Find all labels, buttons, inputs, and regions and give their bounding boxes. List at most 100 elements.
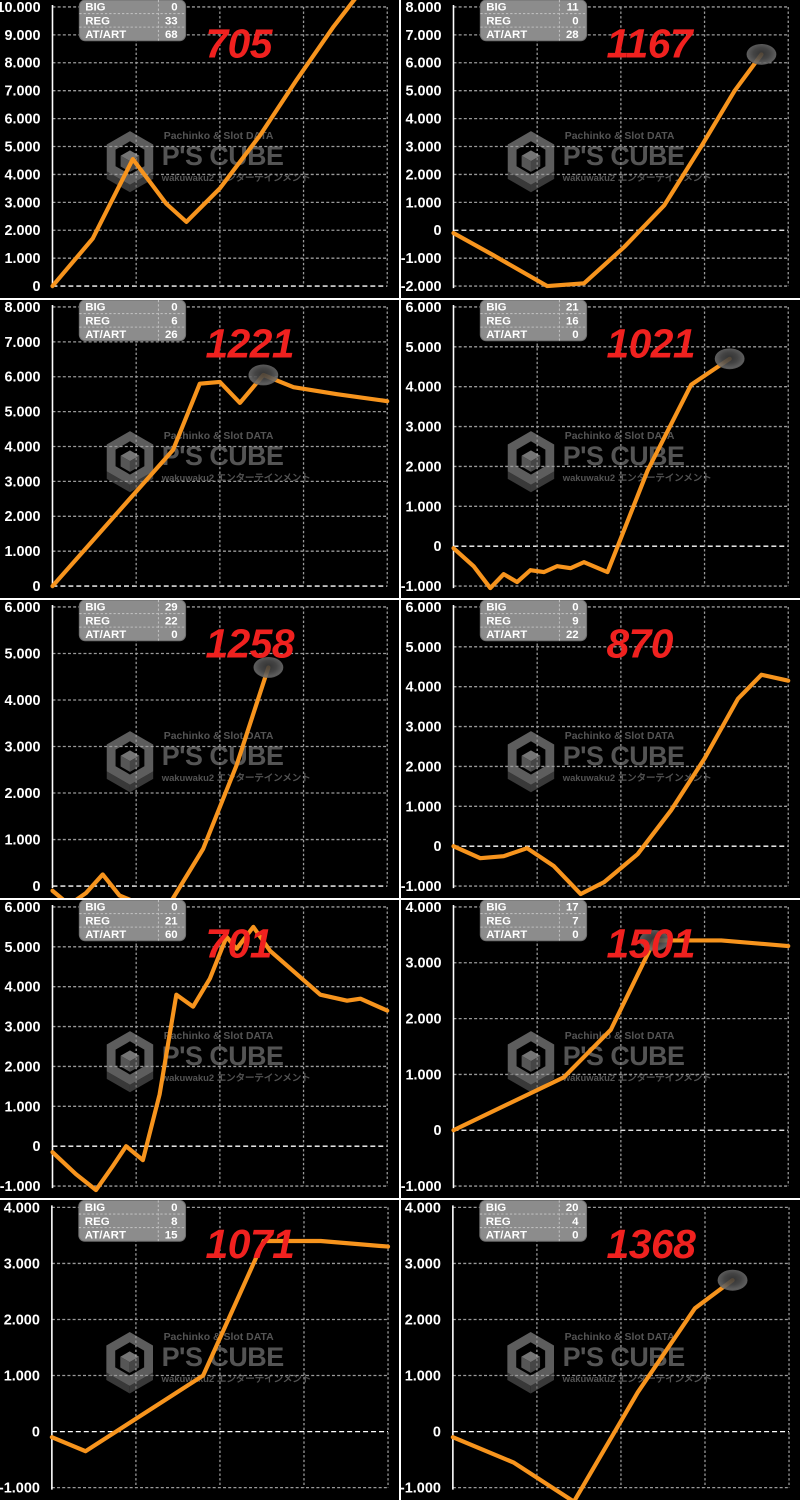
- svg-text:2.000: 2.000: [5, 1059, 41, 1075]
- svg-text:5.000: 5.000: [5, 940, 41, 956]
- svg-text:6.000: 6.000: [406, 56, 442, 72]
- svg-text:0: 0: [433, 1425, 441, 1441]
- svg-text:1.000: 1.000: [4, 1369, 40, 1385]
- svg-text:8: 8: [171, 1216, 178, 1228]
- svg-text:AT/ART: AT/ART: [85, 629, 126, 641]
- svg-text:6.000: 6.000: [5, 112, 41, 128]
- svg-text:29: 29: [165, 602, 178, 614]
- svg-text:2.000: 2.000: [406, 759, 442, 775]
- svg-text:BIG: BIG: [85, 1202, 105, 1214]
- svg-text:BIG: BIG: [486, 1202, 506, 1214]
- svg-text:7.000: 7.000: [5, 335, 41, 351]
- svg-text:REG: REG: [486, 15, 511, 27]
- svg-text:REG: REG: [486, 1216, 511, 1228]
- svg-text:4.000: 4.000: [406, 380, 442, 396]
- svg-text:P'S CUBE: P'S CUBE: [563, 1342, 685, 1372]
- svg-text:3.000: 3.000: [5, 195, 41, 211]
- svg-text:-1.000: -1.000: [401, 251, 442, 267]
- svg-text:BIG: BIG: [85, 302, 105, 314]
- svg-text:4.000: 4.000: [405, 1200, 441, 1216]
- svg-text:17: 17: [566, 902, 579, 914]
- svg-text:REG: REG: [85, 315, 110, 327]
- svg-text:AT/ART: AT/ART: [486, 329, 527, 341]
- svg-text:2.000: 2.000: [405, 1312, 441, 1328]
- svg-text:6: 6: [171, 315, 177, 327]
- svg-text:-1.000: -1.000: [401, 1481, 441, 1497]
- svg-text:0: 0: [33, 279, 41, 295]
- svg-text:0: 0: [572, 602, 578, 614]
- svg-text:AT/ART: AT/ART: [85, 929, 126, 941]
- svg-text:8.000: 8.000: [5, 300, 41, 316]
- svg-text:1.000: 1.000: [5, 833, 41, 849]
- svg-text:0: 0: [171, 629, 177, 641]
- svg-text:1.000: 1.000: [406, 799, 442, 815]
- svg-text:AT/ART: AT/ART: [486, 29, 527, 41]
- svg-text:1.000: 1.000: [406, 195, 442, 211]
- svg-text:wakuwaku2 エンターテインメント: wakuwaku2 エンターテインメント: [562, 1072, 712, 1083]
- svg-text:1501: 1501: [606, 921, 695, 967]
- svg-text:3.000: 3.000: [405, 1256, 441, 1272]
- svg-text:-1.000: -1.000: [401, 1179, 442, 1195]
- svg-text:0: 0: [32, 1425, 40, 1441]
- svg-text:2.000: 2.000: [5, 786, 41, 802]
- svg-text:0: 0: [572, 929, 578, 941]
- svg-text:0: 0: [171, 302, 177, 314]
- svg-text:68: 68: [165, 29, 178, 41]
- svg-text:11: 11: [567, 2, 580, 14]
- svg-text:REG: REG: [85, 1216, 110, 1228]
- svg-text:4.000: 4.000: [406, 900, 442, 916]
- svg-text:4.000: 4.000: [5, 167, 41, 183]
- svg-text:6.000: 6.000: [5, 600, 41, 616]
- svg-text:P'S CUBE: P'S CUBE: [563, 741, 685, 771]
- svg-text:0: 0: [171, 1202, 177, 1214]
- svg-text:4.000: 4.000: [5, 439, 41, 455]
- svg-text:1221: 1221: [205, 321, 294, 367]
- svg-text:REG: REG: [85, 615, 110, 627]
- svg-text:701: 701: [205, 921, 271, 967]
- svg-text:BIG: BIG: [85, 602, 105, 614]
- svg-text:705: 705: [205, 21, 273, 67]
- svg-text:AT/ART: AT/ART: [486, 1229, 527, 1241]
- svg-text:15: 15: [165, 1229, 178, 1241]
- svg-text:1.000: 1.000: [405, 1369, 441, 1385]
- svg-text:P'S CUBE: P'S CUBE: [162, 141, 284, 171]
- svg-text:7.000: 7.000: [5, 84, 41, 100]
- svg-text:REG: REG: [486, 915, 511, 927]
- svg-text:2.000: 2.000: [5, 223, 41, 239]
- svg-text:1.000: 1.000: [406, 1067, 442, 1083]
- svg-text:0: 0: [33, 1139, 41, 1155]
- svg-text:3.000: 3.000: [5, 1020, 41, 1036]
- svg-text:wakuwaku2 エンターテインメント: wakuwaku2 エンターテインメント: [161, 1072, 311, 1083]
- svg-text:3.000: 3.000: [4, 1256, 40, 1272]
- svg-text:P'S CUBE: P'S CUBE: [162, 1041, 284, 1071]
- svg-text:5.000: 5.000: [406, 340, 442, 356]
- svg-text:22: 22: [165, 615, 178, 627]
- svg-text:21: 21: [566, 302, 579, 314]
- svg-text:-1.000: -1.000: [0, 1179, 41, 1195]
- svg-text:6.000: 6.000: [5, 370, 41, 386]
- svg-text:0: 0: [572, 1229, 578, 1241]
- svg-text:28: 28: [566, 29, 579, 41]
- svg-text:0: 0: [171, 2, 177, 14]
- svg-text:AT/ART: AT/ART: [85, 329, 126, 341]
- svg-text:1.000: 1.000: [5, 1099, 41, 1115]
- svg-text:P'S CUBE: P'S CUBE: [162, 1342, 284, 1372]
- svg-text:9.000: 9.000: [5, 28, 41, 44]
- svg-text:REG: REG: [85, 915, 110, 927]
- svg-text:4: 4: [572, 1216, 579, 1228]
- svg-text:2.000: 2.000: [406, 459, 442, 475]
- svg-text:4.000: 4.000: [4, 1200, 40, 1216]
- svg-text:0: 0: [434, 539, 442, 555]
- svg-text:0: 0: [33, 579, 41, 595]
- svg-text:P'S CUBE: P'S CUBE: [563, 441, 685, 471]
- svg-text:P'S CUBE: P'S CUBE: [563, 141, 685, 171]
- svg-text:20: 20: [566, 1202, 579, 1214]
- svg-text:4.000: 4.000: [406, 680, 442, 696]
- svg-text:22: 22: [566, 629, 579, 641]
- svg-text:1.000: 1.000: [5, 251, 41, 267]
- svg-text:5.000: 5.000: [5, 405, 41, 421]
- svg-text:0: 0: [434, 839, 442, 855]
- svg-text:BIG: BIG: [85, 2, 105, 14]
- svg-text:870: 870: [606, 621, 673, 667]
- svg-text:wakuwaku2 エンターテインメント: wakuwaku2 エンターテインメント: [562, 172, 712, 183]
